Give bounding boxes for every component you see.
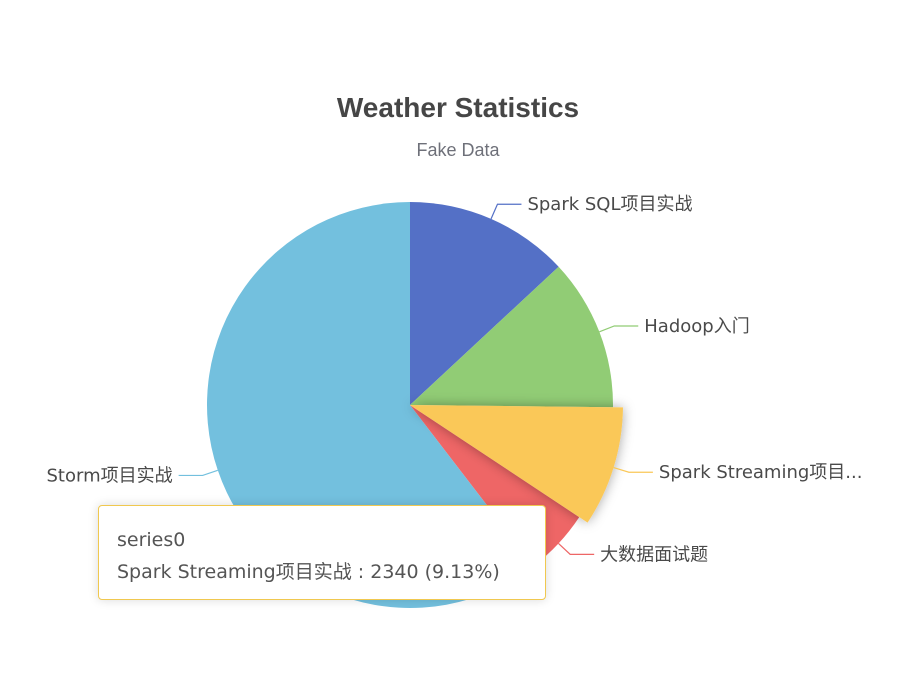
- pie-label-line: [178, 469, 218, 477]
- chart-title: Weather Statistics: [336, 92, 580, 123]
- pie-slice-label: 大数据面试题: [600, 544, 708, 565]
- pie-slice[interactable]: [410, 202, 559, 405]
- chart-tooltip: series0 Spark Streaming项目实战 : 2340 (9.13…: [98, 505, 546, 600]
- tooltip-value: Spark Streaming项目实战 : 2340 (9.13%): [117, 561, 500, 583]
- tooltip-series-name: series0: [117, 529, 186, 551]
- pie-slice-label: Spark Streaming项目...: [659, 462, 863, 483]
- pie-slice-label: Spark SQL项目实战: [527, 194, 692, 215]
- pie-label-line: [490, 203, 522, 220]
- pie-label-lines: [178, 203, 653, 555]
- pie-labels: Spark SQL项目实战 Hadoop入门 Spark Streaming项目..…: [47, 194, 863, 565]
- pie-slice-label: Hadoop入门: [644, 316, 749, 337]
- chart-subtitle: Fake Data: [416, 140, 500, 160]
- pie-slice[interactable]: [410, 405, 623, 523]
- pie-slice[interactable]: [410, 266, 613, 408]
- pie-label-line: [558, 543, 595, 555]
- pie-slice-label: Storm项目实战: [47, 465, 173, 486]
- pie-label-line: [599, 325, 639, 333]
- pie-label-line: [613, 466, 653, 473]
